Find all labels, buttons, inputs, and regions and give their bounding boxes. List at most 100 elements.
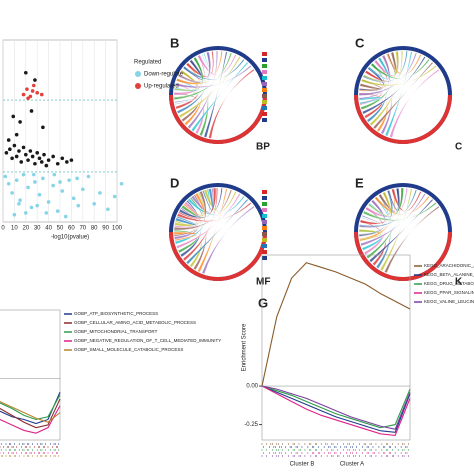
point [18, 198, 22, 202]
point [33, 161, 37, 166]
chord-legend-key [262, 76, 267, 80]
chord-ribbon [359, 66, 385, 91]
chord-legend-key [262, 250, 267, 254]
chord-ribbon [180, 200, 202, 258]
legend-label: KEGG_ARACHIDONIC_ACID_METABOLISM [424, 263, 474, 268]
chord-ribbon [191, 61, 249, 132]
point [86, 174, 91, 179]
chord-legend-key [262, 94, 267, 98]
legend-label: Up-regulated [144, 84, 179, 90]
legend-label: GOBP_CELLULAR_AMINO_ACID_METABOLIC_PROCE… [74, 320, 196, 325]
point [37, 192, 42, 197]
point [30, 154, 35, 159]
x-axis-label: Cluster B [290, 462, 315, 468]
chord-ribbon [374, 195, 430, 215]
panel-label: G [258, 295, 268, 310]
legend-label: KEGG_PPAR_SIGNALING_PATHWAY [424, 290, 474, 295]
chord-ribbon [369, 198, 434, 263]
point [18, 120, 22, 124]
y-tick-label: -0.25 [244, 422, 258, 428]
point [26, 185, 30, 190]
x-tick-label: 60 [68, 226, 75, 232]
chord-ribbon [203, 51, 228, 138]
point [26, 96, 30, 101]
legend-label: Down-regulate [144, 72, 184, 78]
chord-arc [169, 231, 267, 281]
chord-ribbon [208, 68, 255, 139]
x-tick-label: 20 [22, 226, 29, 232]
panel-sublabel: C [455, 142, 462, 153]
point [98, 191, 102, 195]
chord-ribbon [182, 58, 245, 80]
point [28, 149, 33, 153]
point [60, 189, 65, 193]
legend-label: GOBP_ATP_BIOSYNTHETIC_PROCESS [74, 311, 158, 316]
chord-ribbon [363, 51, 399, 82]
point [21, 92, 26, 97]
line [0, 394, 61, 421]
point [39, 92, 44, 97]
point [46, 158, 51, 162]
chord-ribbon [363, 187, 404, 219]
line [261, 385, 411, 429]
chord-diagram [169, 46, 267, 144]
point [4, 151, 9, 155]
point [60, 156, 65, 161]
point [41, 125, 45, 130]
point [51, 154, 55, 159]
chord-legend-key [262, 70, 267, 74]
point [19, 160, 24, 164]
legend-label: KEGG_DRUG_METABOLISM_CYTOCHROME_P450 [424, 281, 474, 286]
panel-label: C [355, 35, 365, 50]
line [261, 385, 411, 436]
point [41, 176, 45, 181]
chord-ribbon [384, 205, 440, 274]
x-tick-label: 10 [11, 226, 18, 232]
chord-legend-key [262, 202, 267, 206]
chord-legend-key [262, 118, 267, 122]
chord-legend-key [262, 58, 267, 62]
point [24, 211, 28, 215]
point [55, 209, 60, 213]
chord-legend-key [262, 196, 267, 200]
line [261, 385, 411, 430]
plot-frame [0, 309, 61, 441]
chord-ribbon [379, 188, 413, 272]
point [11, 114, 16, 119]
panel-sublabel: BP [256, 142, 270, 153]
point [12, 143, 17, 148]
point [67, 178, 71, 182]
chord-legend-key [262, 226, 267, 230]
point [8, 147, 12, 151]
chord-arc [354, 231, 452, 281]
chord-ribbon [185, 198, 249, 265]
point [58, 180, 62, 184]
legend-key [135, 71, 141, 77]
x-tick-label: 0 [1, 226, 5, 232]
chord-legend-key [262, 256, 267, 260]
line [261, 262, 411, 387]
point [14, 132, 19, 137]
chord-arc [354, 94, 452, 144]
line [261, 385, 411, 433]
point [33, 78, 37, 82]
y-tick-label: 0.00 [246, 384, 258, 390]
x-tick-label: 50 [57, 226, 64, 232]
point [25, 87, 29, 91]
point [29, 205, 34, 210]
plot-frame [261, 254, 411, 441]
point [30, 89, 35, 93]
point [119, 181, 124, 186]
chord-ribbon [174, 98, 197, 105]
panel-sublabel: MF [256, 277, 270, 288]
point [44, 211, 49, 215]
chord-legend-key [262, 220, 267, 224]
chord-legend-key [262, 64, 267, 68]
chord-legend-key [262, 112, 267, 116]
chord-legend-key [262, 208, 267, 212]
point [14, 154, 19, 159]
line [0, 391, 61, 425]
point [69, 158, 74, 162]
point [63, 214, 68, 219]
